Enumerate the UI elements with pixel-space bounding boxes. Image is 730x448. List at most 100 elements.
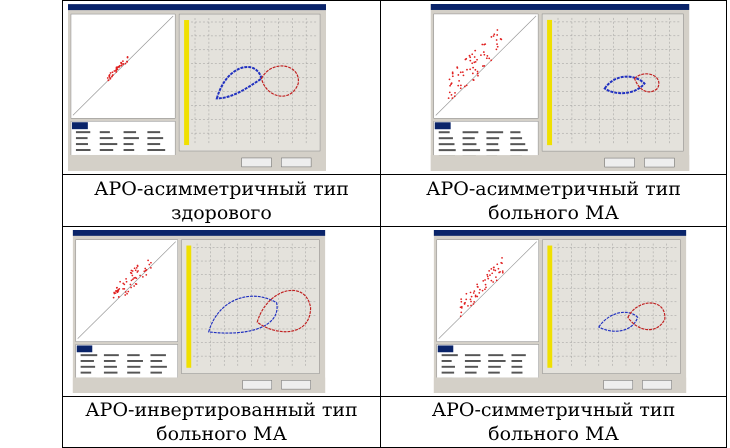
scatter-dot (466, 69, 468, 71)
table-text (76, 131, 90, 133)
scatter-dot (131, 272, 133, 274)
caption: АРО-асимметричный тип больного МА (380, 174, 727, 227)
table-text (486, 131, 503, 133)
scatter-dot (107, 77, 109, 79)
scatter-dot (470, 301, 472, 303)
scatter-dot (490, 280, 492, 282)
scatter-dot (460, 298, 462, 300)
scatter-dot (126, 293, 128, 295)
scatter-dot (494, 270, 496, 272)
scatter-dot (473, 290, 475, 292)
scatter-dot (136, 277, 138, 279)
scatter-dot (127, 57, 129, 59)
scatter-dot (496, 280, 498, 282)
scatter-dot (125, 63, 127, 65)
scatter-dot (485, 287, 487, 289)
scatter-dot (470, 292, 472, 294)
table-text (104, 354, 119, 356)
scatter-dot (457, 74, 459, 76)
scatter-dot (490, 268, 492, 270)
scatter-dot (110, 72, 112, 74)
table-text (510, 143, 525, 145)
table-text (486, 137, 499, 139)
caption: АРО-асимметричный тип здорового (62, 174, 381, 227)
scatter-dot (462, 71, 464, 73)
scatter-dot (488, 270, 490, 272)
scatter-dot (125, 291, 127, 293)
scatter-dot (142, 276, 144, 278)
table-text (104, 360, 116, 362)
table-text (465, 354, 481, 356)
scatter-dot (484, 43, 486, 45)
table-text (100, 143, 118, 145)
scatter-dot (469, 60, 471, 62)
scatter-dot (471, 296, 473, 298)
scatter-dot (125, 278, 127, 280)
scatter-dot (137, 270, 139, 272)
scatter-dot (489, 274, 491, 276)
scatter-dot (485, 284, 487, 286)
scatter-dot (119, 65, 121, 67)
table-text (511, 354, 525, 356)
scatter-dot (493, 267, 495, 269)
scatter-dot (113, 70, 115, 72)
scatter-dot (116, 68, 118, 70)
scatter-dot (472, 67, 474, 69)
scatter-dot (461, 307, 463, 309)
caption: АРО-инвертированный тип больного МА (62, 396, 381, 448)
table-text (442, 366, 455, 368)
scatter-dot (475, 296, 477, 298)
scatter-dot (452, 73, 454, 75)
scatter-dot (480, 54, 482, 56)
table-text (150, 360, 162, 362)
scatter-dot (502, 272, 504, 274)
table-text (442, 372, 454, 374)
scatter-dot (487, 278, 489, 280)
scatter-dot (469, 68, 471, 70)
scatter-dot (482, 65, 484, 67)
button (242, 158, 272, 167)
title-bar (68, 4, 326, 10)
scatter-dot (486, 57, 488, 59)
scatter-dot (466, 84, 468, 86)
scatter-dot (147, 260, 149, 262)
scatter-dot (108, 79, 110, 81)
table-text (439, 137, 453, 139)
scatter-dot (116, 287, 118, 289)
scatter-dot (496, 39, 498, 41)
screenshot (429, 4, 691, 171)
scatter-dot (460, 85, 462, 87)
table-text (124, 131, 136, 133)
scatter-dot (130, 287, 132, 289)
table-text (442, 354, 458, 356)
table-text (127, 372, 140, 374)
scatter-dot (131, 270, 133, 272)
table-text (465, 366, 478, 368)
scatter-dot (486, 274, 488, 276)
scatter-dot (496, 34, 498, 36)
scatter-dot (466, 293, 468, 295)
table-header (435, 122, 451, 129)
table-text (81, 372, 92, 374)
scatter-dot (109, 74, 111, 76)
scatter-dot (469, 56, 471, 58)
yellow-bar (184, 20, 189, 145)
table-header (77, 345, 93, 352)
scatter-dot (118, 296, 120, 298)
scatter-dot (122, 60, 124, 62)
table-text (100, 131, 110, 133)
scatter-dot (488, 57, 490, 59)
scatter-dot (464, 303, 466, 305)
scatter-dot (479, 289, 481, 291)
table-text (465, 372, 477, 374)
table-text (124, 137, 139, 139)
scatter-dot (496, 29, 498, 31)
scatter-dot (471, 53, 473, 55)
scatter-dot (122, 282, 124, 284)
scatter-dot (131, 280, 133, 282)
scatter-dot (113, 292, 115, 294)
scatter-dot (120, 63, 122, 65)
table-text (150, 366, 166, 368)
scatter-dot (492, 281, 494, 283)
scatter-dot (117, 289, 119, 291)
